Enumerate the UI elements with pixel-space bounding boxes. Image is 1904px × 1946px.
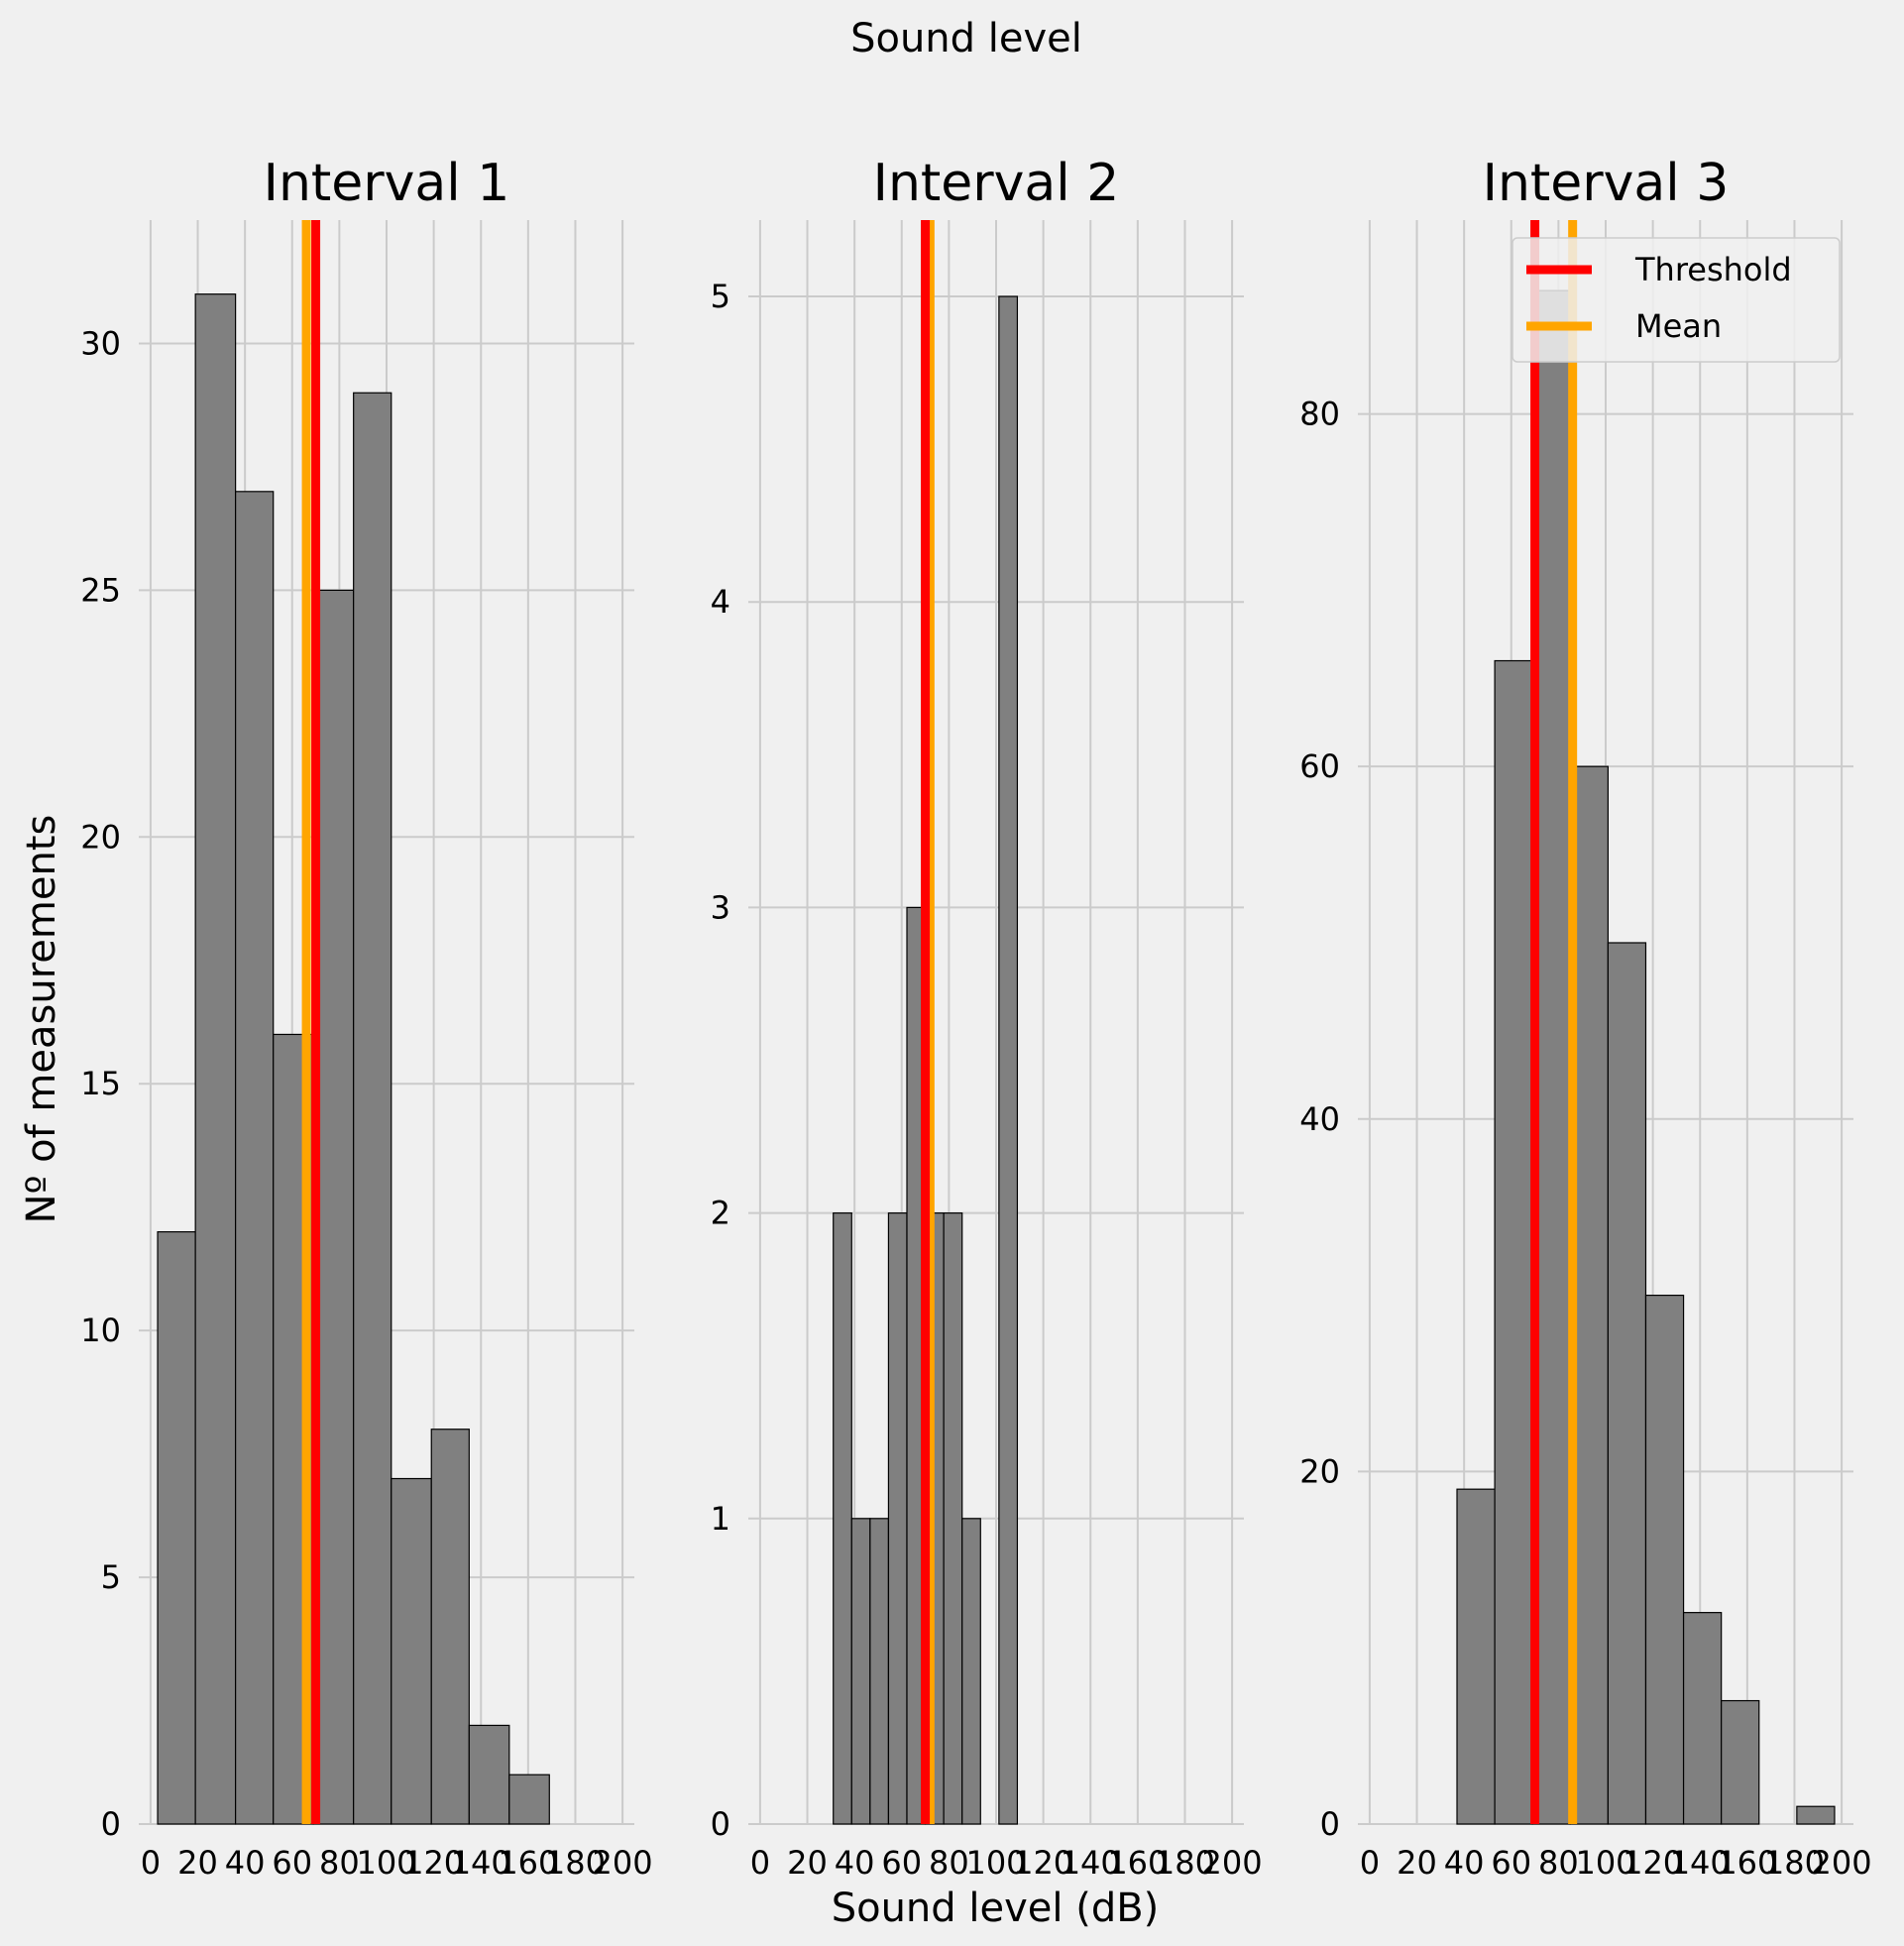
y-tick-label: 5	[101, 1558, 121, 1596]
x-tick-label: 180	[1155, 1844, 1215, 1882]
x-tick-label: 140	[451, 1844, 511, 1882]
x-tick-label: 120	[403, 1844, 464, 1882]
x-tick-label: 100	[965, 1844, 1026, 1882]
x-tick-label: 200	[1202, 1844, 1263, 1882]
figure-suptitle: Sound level	[850, 16, 1082, 61]
x-tick-label: 160	[1107, 1844, 1168, 1882]
y-tick-label: 3	[711, 888, 730, 926]
histogram-bar	[1721, 1699, 1760, 1825]
histogram-bar	[850, 1518, 871, 1825]
histogram-bar	[1456, 1488, 1496, 1825]
y-tick-label: 80	[1299, 396, 1340, 433]
y-tick-label: 4	[711, 583, 730, 621]
y-tick-label: 20	[1299, 1452, 1340, 1490]
x-tick-label: 40	[835, 1844, 875, 1882]
x-tick-label: 0	[141, 1844, 161, 1882]
x-tick-label: 180	[1764, 1844, 1825, 1882]
y-tick-label: 2	[711, 1195, 730, 1232]
histogram-bar	[943, 1212, 963, 1825]
y-tick-label: 40	[1299, 1100, 1340, 1138]
x-tick-label: 140	[1061, 1844, 1121, 1882]
histogram-bar	[1644, 1294, 1685, 1825]
histogram-bar	[1796, 1805, 1836, 1825]
x-tick-label: 80	[929, 1844, 969, 1882]
histogram-bar	[1607, 942, 1647, 1825]
y-axis-label: Nº of measurements	[19, 815, 64, 1224]
y-tick-label: 20	[80, 818, 121, 856]
x-tick-label: 180	[545, 1844, 606, 1882]
y-tick-label: 30	[80, 324, 121, 362]
x-tick-label: 40	[225, 1844, 266, 1882]
histogram-bar	[353, 392, 392, 1825]
x-tick-label: 100	[1575, 1844, 1635, 1882]
histogram-bar	[998, 295, 1019, 1825]
x-tick-label: 140	[1670, 1844, 1731, 1882]
x-tick-label: 0	[750, 1844, 770, 1882]
legend-entry-mean: Mean	[1526, 307, 1722, 345]
histogram-bar	[157, 1230, 196, 1825]
subplot-interval-3: 0 20 40 60 80100120140160180200020406080Inte…	[1299, 154, 1871, 1882]
y-tick-label: 0	[711, 1805, 730, 1843]
x-tick-label: 60	[272, 1844, 312, 1882]
x-tick-label: 60	[1491, 1844, 1531, 1882]
x-axis-label: Sound level (dB)	[832, 1886, 1160, 1931]
histogram-bar	[430, 1429, 470, 1825]
y-tick-label: 25	[80, 571, 121, 609]
y-tick-label: 5	[711, 278, 730, 315]
histogram-bar	[194, 293, 237, 1825]
x-tick-label: 0	[1360, 1844, 1380, 1882]
subplot-interval-1: 0 20 40 60 80100120140160180200051015202530I…	[80, 154, 652, 1882]
x-tick-label: 200	[593, 1844, 653, 1882]
x-tick-label: 160	[498, 1844, 558, 1882]
histogram-bar	[468, 1724, 510, 1825]
y-tick-label: 60	[1299, 747, 1340, 785]
x-tick-label: 200	[1812, 1844, 1872, 1882]
x-tick-label: 120	[1013, 1844, 1073, 1882]
x-tick-label: 20	[177, 1844, 218, 1882]
subplot-title: Interval 2	[873, 154, 1120, 213]
x-tick-label: 160	[1717, 1844, 1777, 1882]
x-tick-label: 40	[1444, 1844, 1485, 1882]
histogram-bar	[1494, 659, 1533, 1825]
subplot-title: Interval 1	[264, 154, 510, 213]
legend-entry-threshold: Threshold	[1526, 251, 1792, 288]
x-tick-label: 100	[356, 1844, 416, 1882]
legend-label: Threshold	[1634, 251, 1792, 288]
x-tick-label: 80	[1538, 1844, 1579, 1882]
y-tick-label: 0	[101, 1805, 121, 1843]
x-tick-label: 20	[787, 1844, 828, 1882]
legend-box	[1512, 237, 1841, 363]
y-tick-label: 10	[80, 1312, 121, 1349]
x-tick-label: 120	[1623, 1844, 1683, 1882]
x-tick-label: 80	[319, 1844, 360, 1882]
x-tick-label: 60	[881, 1844, 922, 1882]
histogram-bar	[833, 1212, 852, 1825]
histogram-bar	[887, 1212, 908, 1825]
histogram-bar	[961, 1518, 981, 1825]
histogram-bar	[869, 1518, 890, 1825]
histogram-bar	[391, 1477, 432, 1825]
histogram-bar	[508, 1774, 550, 1825]
histogram-bar	[1682, 1612, 1723, 1825]
y-tick-label: 0	[1320, 1805, 1340, 1843]
subplot-title: Interval 3	[1483, 154, 1730, 213]
x-tick-label: 20	[1397, 1844, 1437, 1882]
y-tick-label: 15	[80, 1065, 121, 1102]
legend-label: Mean	[1635, 307, 1722, 345]
legend: Threshold Mean	[1512, 237, 1841, 363]
histogram-bar	[235, 491, 275, 1825]
y-tick-label: 1	[711, 1500, 730, 1538]
